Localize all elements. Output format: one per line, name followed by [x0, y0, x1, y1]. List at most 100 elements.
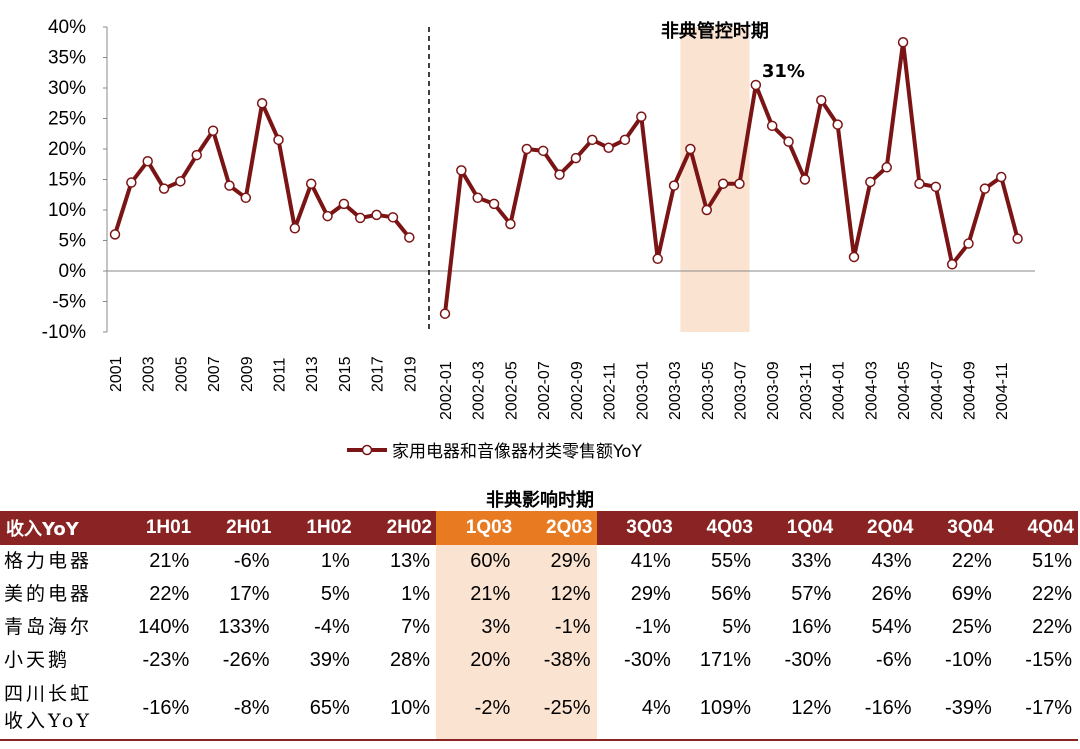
legend-label: 家用电器和音像器材类零售额YoY	[392, 442, 643, 462]
table-cell: 171%	[699, 649, 751, 671]
x-tick-label: 2011	[272, 357, 289, 392]
y-tick-label: 15%	[48, 170, 86, 191]
table-cell: 17%	[229, 583, 270, 605]
company-name-line: 四川长虹	[4, 683, 93, 705]
table-cell: -30%	[784, 649, 832, 671]
data-point	[554, 169, 565, 180]
table-cell: 12%	[516, 578, 597, 611]
table-cell: 33%	[791, 550, 832, 572]
x-tick-label: 2003-07	[732, 361, 749, 420]
y-tick-label: 10%	[48, 200, 86, 221]
y-tick-label: 35%	[48, 48, 86, 69]
x-tick-label: 2009	[239, 356, 256, 392]
x-tick-label: 2002-09	[569, 361, 586, 420]
table-cell: -1%	[516, 611, 597, 644]
table-cell: -16%	[115, 677, 196, 741]
data-point	[488, 198, 500, 210]
x-tick-label: 2002-05	[503, 361, 520, 420]
data-point	[142, 155, 153, 167]
column-header: 3Q03	[596, 511, 677, 545]
x-tick-label: 2004-09	[962, 361, 979, 420]
data-point	[191, 149, 202, 161]
data-point	[995, 171, 1007, 183]
table-cell: -1%	[635, 616, 671, 638]
y-tick-label: 30%	[48, 78, 86, 99]
x-tick-label: 2002-01	[438, 361, 455, 420]
data-point	[979, 183, 991, 194]
data-point	[175, 176, 186, 187]
table-cell: -6%	[875, 649, 912, 671]
data-point	[750, 79, 762, 91]
table-cell: 25%	[951, 616, 992, 638]
x-tick-label: 2005	[173, 356, 190, 392]
table-cell: 60%	[436, 545, 517, 578]
x-tick-label: 2003-05	[700, 361, 717, 420]
data-point	[273, 134, 284, 146]
data-point	[799, 174, 811, 185]
column-header: 1Q04	[757, 511, 838, 545]
y-tick-label: 20%	[48, 139, 86, 160]
table-cell: 1%	[320, 550, 350, 572]
data-point	[371, 209, 382, 221]
table-header-row: 收入YoY 1H01 2H01 1H02 2H02 1Q03 2Q03 3Q03 4Q03 1Q0…	[0, 511, 1078, 545]
data-point	[289, 223, 301, 234]
data-point	[816, 94, 827, 106]
column-header: 4Q04	[997, 511, 1078, 545]
table-cell: 7%	[401, 616, 430, 638]
table-cell: 12%	[757, 677, 838, 741]
company-name: 美的电器	[0, 578, 115, 611]
data-point	[897, 37, 909, 48]
company-name-line: 美的电器	[4, 583, 93, 605]
data-point	[668, 180, 680, 191]
table-title: 非典影响时期	[486, 490, 594, 511]
x-tick-label: 2013	[304, 356, 321, 392]
company-name-line: 青岛海尔	[4, 616, 93, 638]
table-cell: 29%	[630, 583, 671, 605]
table-cell: 65%	[275, 677, 356, 741]
table-cell: 21%	[436, 578, 517, 611]
data-point	[848, 251, 860, 263]
x-tick-label: 2004-03	[863, 361, 880, 420]
data-point	[914, 178, 925, 190]
data-point	[537, 145, 549, 157]
table-cell: 5%	[722, 616, 751, 638]
data-point	[305, 178, 317, 190]
table-cell: 39%	[309, 649, 350, 671]
column-header: 2Q03	[516, 511, 597, 545]
x-tick-label: 2019	[402, 356, 419, 392]
table-row: 美的电器 22% 17% 5% 1% 21% 12% 29% 56% 57% 26% 69% 22%	[0, 578, 1078, 611]
column-header: 2H01	[195, 511, 276, 545]
x-tick-label: 2015	[337, 356, 354, 392]
table-cell: 16%	[791, 616, 832, 638]
column-header: 3Q04	[917, 511, 998, 545]
data-point	[930, 181, 942, 193]
x-tick-label: 2004-07	[929, 361, 946, 420]
chart-area: 非典管控时期 40% 35% 30% 25% 20% 15% 10% 5% 0% -5% -10% 20…	[42, 17, 1035, 462]
data-point	[1012, 233, 1023, 244]
data-point	[158, 183, 170, 194]
table-cell: -4%	[314, 616, 350, 638]
table-cell: 28%	[389, 649, 430, 671]
y-tick-label: 5%	[59, 231, 87, 252]
x-tick-label: 2003	[141, 356, 158, 392]
table-cell: 57%	[791, 583, 832, 605]
data-point	[505, 218, 516, 230]
table-cell: 20%	[436, 644, 517, 677]
company-name-line: 格力电器	[4, 550, 93, 572]
table-row: 格力电器 21% -6% 1% 13% 60% 29% 41% 55% 33% 43% 22% 51%	[0, 545, 1078, 578]
table-cell: 109%	[676, 677, 757, 741]
table-cell: -39%	[917, 677, 998, 741]
table-cell: 26%	[871, 583, 912, 605]
revenue-yoy-table: 收入YoY 1H01 2H01 1H02 2H02 1Q03 2Q03 3Q03 4Q03 1Q0…	[0, 511, 1078, 741]
data-point	[586, 134, 598, 146]
x-tick-label: 2004-11	[994, 362, 1011, 420]
data-point	[717, 178, 729, 190]
data-point	[472, 192, 483, 204]
table-cell: -15%	[1025, 649, 1072, 671]
table-cell: 41%	[630, 550, 671, 572]
column-header: 1H02	[275, 511, 356, 545]
data-point	[701, 204, 713, 216]
company-name: 青岛海尔	[0, 611, 115, 644]
highlight-band-label: 非典管控时期	[661, 20, 769, 42]
table-cell: -30%	[624, 649, 671, 671]
